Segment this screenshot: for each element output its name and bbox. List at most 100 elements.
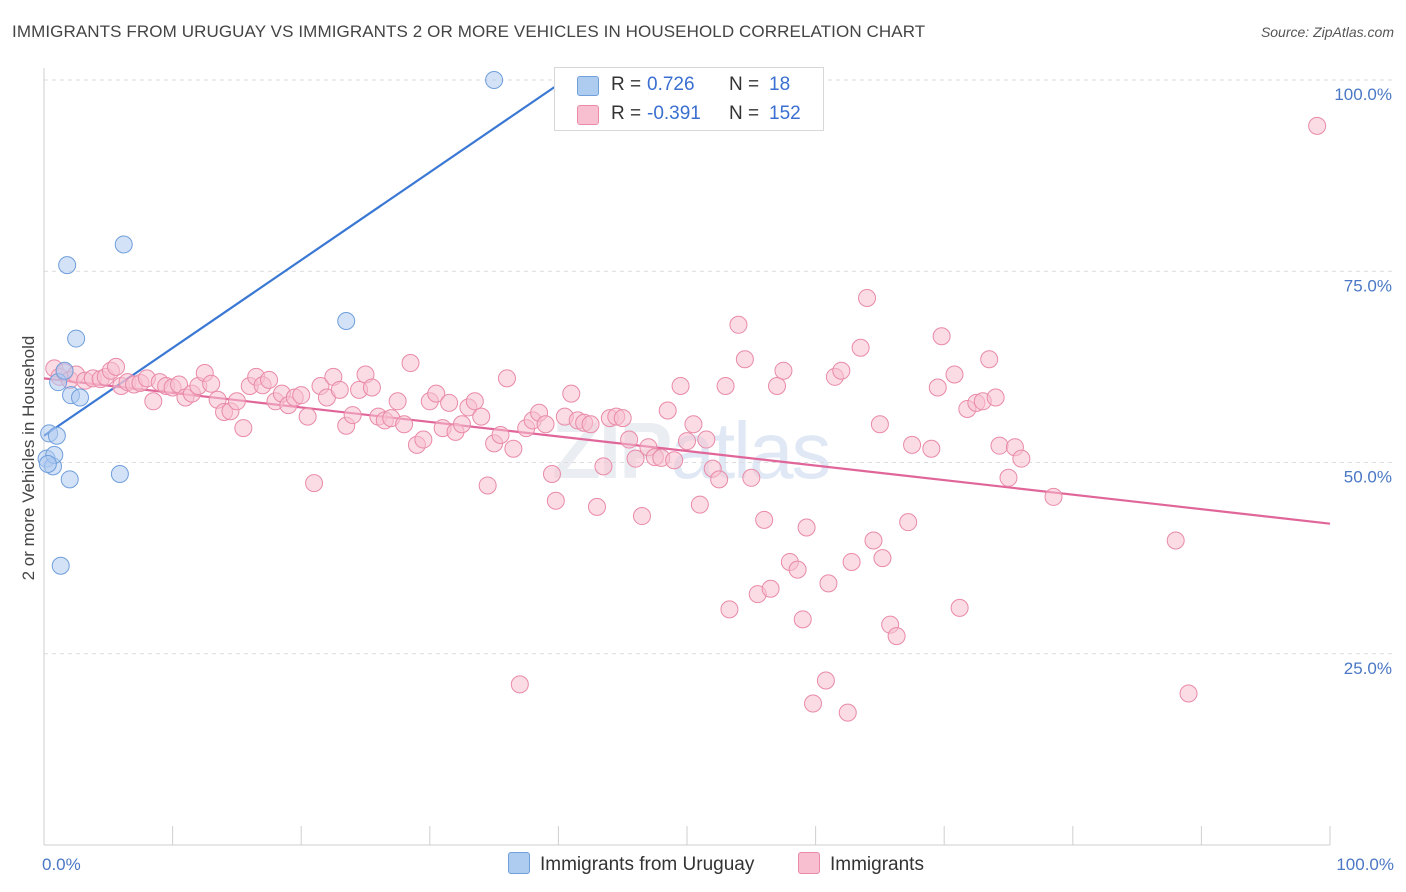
data-point: [903, 435, 922, 454]
trend-line: [43, 377, 1331, 525]
data-point: [343, 406, 362, 425]
x-tick-label: 100.0%: [1336, 855, 1394, 874]
data-point: [67, 329, 86, 348]
data-point: [47, 426, 66, 445]
data-point: [716, 377, 735, 395]
data-point: [337, 311, 356, 330]
data-point: [38, 455, 57, 474]
data-point: [594, 457, 613, 476]
data-point: [793, 610, 812, 629]
bottom-legend-uruguay: Immigrants from Uruguay: [508, 852, 754, 876]
data-points: [37, 71, 1327, 722]
bottom-legend-immigrants: Immigrants: [798, 852, 924, 876]
data-point: [71, 388, 90, 407]
data-point: [613, 409, 632, 428]
data-point: [440, 393, 459, 412]
axis-labels: 25.0% 50.0% 75.0% 100.0% 0.0% 100.0% 2 or more…: [19, 85, 1394, 874]
data-point: [427, 384, 446, 403]
legend-row-immigrants: R = -0.391 N = 152: [555, 99, 823, 129]
data-point: [546, 491, 565, 510]
data-point: [472, 407, 491, 426]
data-point: [587, 497, 606, 516]
data-point: [873, 549, 892, 568]
data-point: [485, 71, 504, 89]
data-point: [842, 552, 861, 571]
data-point: [678, 432, 696, 451]
data-point: [1179, 684, 1198, 703]
data-point: [401, 354, 420, 373]
data-point: [870, 415, 889, 434]
data-point: [838, 703, 857, 722]
data-point: [665, 451, 684, 470]
data-point: [1012, 449, 1031, 468]
data-point: [536, 415, 555, 434]
data-point: [710, 470, 729, 489]
data-point: [1308, 116, 1327, 135]
y-tick-label: 50.0%: [1344, 468, 1392, 487]
data-point: [755, 510, 774, 529]
data-point: [491, 425, 510, 444]
data-point: [1166, 531, 1185, 550]
data-point: [330, 380, 349, 399]
data-point: [735, 350, 754, 369]
data-point: [562, 384, 581, 403]
data-point: [144, 392, 163, 411]
legend-row-uruguay: R = 0.726 N = 18: [555, 70, 823, 100]
data-point: [697, 430, 716, 449]
data-point: [581, 415, 600, 434]
trend-lines: [43, 79, 1331, 525]
grid-lines: [44, 79, 1392, 655]
data-point: [671, 377, 690, 395]
data-point: [851, 338, 870, 357]
data-point: [107, 357, 126, 376]
data-point: [478, 476, 497, 495]
data-point: [658, 401, 677, 420]
legend-swatch-immigrants: [577, 105, 599, 125]
legend-n-value: 152: [769, 103, 801, 124]
data-point: [305, 474, 324, 493]
data-point: [774, 361, 793, 380]
data-point: [858, 289, 877, 308]
data-point: [832, 361, 851, 380]
data-point: [899, 513, 918, 532]
data-point: [887, 627, 906, 646]
data-point: [510, 675, 529, 694]
data-point: [504, 439, 523, 458]
data-point: [950, 598, 969, 617]
data-point: [452, 415, 471, 434]
y-tick-label: 100.0%: [1334, 85, 1392, 104]
y-axis-label: 2 or more Vehicles in Household: [19, 336, 38, 581]
data-point: [797, 518, 816, 537]
data-point: [298, 407, 317, 426]
y-tick-label: 75.0%: [1344, 276, 1392, 295]
data-point: [465, 392, 484, 411]
data-point: [690, 495, 709, 514]
data-point: [788, 560, 807, 579]
data-point: [816, 671, 835, 690]
data-point: [720, 600, 739, 619]
data-point: [260, 370, 279, 389]
legend-n-value: 18: [769, 74, 791, 95]
data-point: [804, 694, 823, 713]
data-point: [620, 430, 639, 449]
legend-r-label: R =: [611, 103, 642, 124]
chart-source: Source: ZipAtlas.com: [1260, 24, 1394, 40]
data-point: [58, 256, 77, 275]
data-point: [292, 386, 311, 405]
data-point: [932, 327, 951, 346]
data-point: [395, 415, 414, 434]
chart-title: IMMIGRANTS FROM URUGUAY VS IMMIGRANTS 2 …: [12, 22, 926, 41]
data-point: [51, 556, 70, 575]
y-tick-label: 25.0%: [1344, 659, 1392, 678]
legend-r-label: R =: [611, 74, 642, 95]
data-point: [761, 579, 780, 598]
data-point: [922, 439, 941, 458]
data-point: [227, 392, 246, 411]
data-point: [742, 468, 761, 487]
data-point: [986, 388, 1005, 407]
bottom-legend-swatch-uruguay: [508, 852, 530, 874]
legend-swatch-uruguay: [577, 76, 599, 96]
data-point: [110, 464, 129, 483]
data-point: [234, 419, 253, 438]
